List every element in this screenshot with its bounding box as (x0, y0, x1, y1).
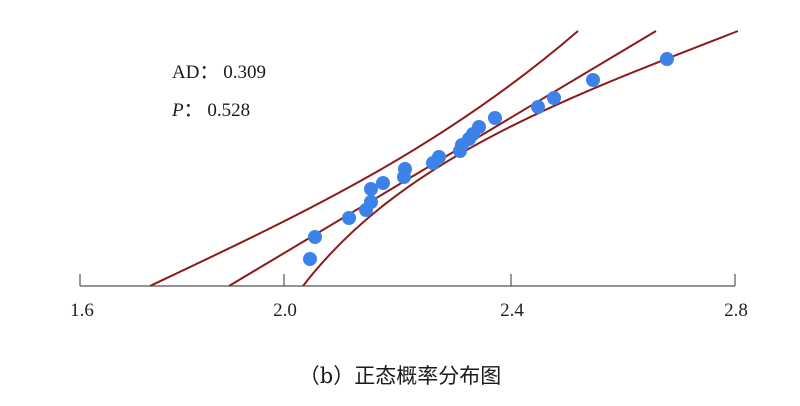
x-tick-label: 2.4 (500, 300, 524, 321)
data-point (472, 120, 486, 134)
p-statistic: P： 0.528 (172, 95, 250, 122)
lower-confidence-bound (302, 30, 739, 287)
data-point (303, 252, 317, 266)
data-point (376, 176, 390, 190)
x-tick-label: 1.6 (70, 300, 94, 321)
x-tick-label: 2.8 (724, 300, 748, 321)
data-point (531, 100, 545, 114)
p-sep: ： (183, 100, 203, 121)
data-point (398, 162, 412, 176)
data-point (586, 73, 600, 87)
data-point (432, 150, 446, 164)
figure-caption: （b）正态概率分布图 (298, 364, 502, 388)
p-label: P (172, 100, 184, 121)
data-point (488, 111, 502, 125)
data-point (364, 182, 378, 196)
data-point (660, 52, 674, 66)
data-points (303, 52, 674, 266)
data-point (308, 230, 322, 244)
ad-sep: ： (199, 62, 219, 83)
ad-statistic: AD： 0.309 (172, 57, 266, 84)
data-point (342, 211, 356, 225)
data-point (547, 91, 561, 105)
x-tick-label: 2.0 (273, 300, 297, 321)
p-value: 0.528 (207, 100, 251, 121)
x-axis (79, 274, 736, 287)
data-point (364, 195, 378, 209)
ad-label: AD (172, 62, 200, 83)
upper-confidence-bound (149, 30, 579, 287)
ad-value: 0.309 (223, 62, 266, 83)
